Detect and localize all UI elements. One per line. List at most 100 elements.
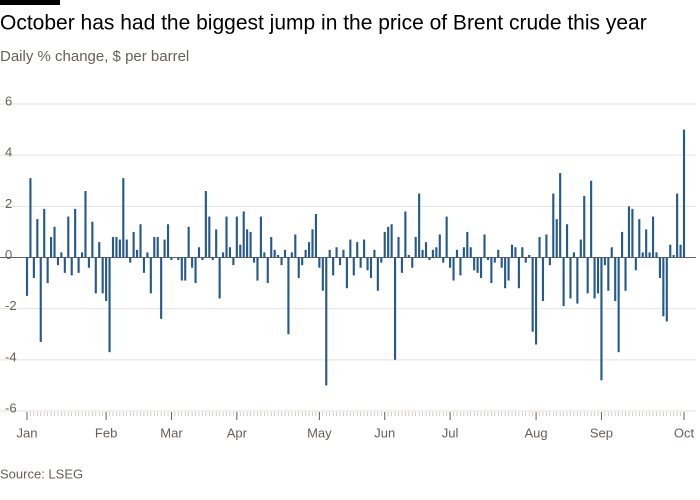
bar [596, 257, 600, 294]
bar [177, 257, 180, 261]
bar [669, 244, 672, 258]
bar [621, 231, 624, 258]
bar [142, 257, 146, 273]
bar [469, 247, 472, 258]
bar [682, 129, 686, 258]
bar [36, 219, 39, 258]
bar [194, 257, 197, 284]
bar [280, 257, 283, 266]
bar [242, 211, 245, 258]
bar [332, 257, 335, 276]
bar [476, 257, 479, 273]
bar [387, 226, 390, 258]
bar [455, 249, 459, 258]
bar [466, 231, 469, 258]
bar [404, 211, 407, 258]
bar [658, 257, 661, 278]
bar [473, 257, 476, 271]
bar [535, 257, 538, 345]
bar [345, 257, 348, 289]
bar [638, 219, 641, 258]
x-tick-label: Sep [590, 425, 613, 440]
bar [627, 206, 631, 258]
bar [153, 237, 156, 258]
bar [407, 254, 410, 258]
bar [559, 173, 562, 258]
bar [356, 242, 359, 258]
bar [552, 193, 555, 258]
bar [239, 244, 242, 258]
bar [342, 249, 345, 258]
bar [634, 257, 637, 271]
bar [246, 229, 249, 258]
bar [359, 257, 362, 268]
bar [352, 257, 355, 276]
bar [411, 257, 414, 268]
bar [421, 249, 424, 258]
bar [290, 252, 293, 258]
bar [662, 257, 665, 317]
bar [197, 247, 201, 258]
bar [435, 247, 438, 258]
bar [531, 257, 534, 332]
bar [431, 249, 434, 258]
bar [67, 216, 70, 258]
y-tick-label: -4 [5, 349, 17, 364]
bar [208, 216, 211, 258]
y-tick-label: 2 [5, 196, 12, 211]
bar [314, 214, 318, 258]
brand-bar [0, 0, 60, 5]
bar [655, 252, 658, 258]
bar [517, 257, 520, 289]
bar [397, 237, 400, 258]
bar [225, 216, 228, 258]
bar [273, 249, 276, 258]
bar [63, 257, 66, 273]
bar [108, 257, 111, 353]
bar [579, 239, 582, 258]
bar [249, 231, 252, 258]
bar [418, 193, 421, 258]
bar [222, 252, 225, 258]
bar [39, 257, 42, 342]
x-tick-label: Jan [17, 425, 38, 440]
bar [603, 257, 606, 266]
bar [60, 252, 63, 258]
bar [500, 257, 503, 268]
bar [122, 178, 125, 258]
bar [156, 237, 159, 258]
bar [218, 257, 221, 299]
chart-subtitle: Daily % change, $ per barrel [0, 48, 189, 65]
bar [29, 178, 32, 258]
bar [631, 208, 634, 258]
bar [679, 244, 682, 258]
bar [624, 257, 627, 291]
bar [452, 257, 455, 281]
y-tick-label: 4 [5, 145, 12, 160]
bar [524, 257, 527, 263]
bar [256, 257, 259, 281]
bar [187, 226, 190, 258]
bar [497, 249, 500, 258]
bar [676, 193, 679, 258]
bar [528, 254, 531, 258]
bar [514, 247, 517, 258]
bar [555, 219, 558, 258]
bar [204, 190, 207, 258]
bar [105, 257, 108, 301]
x-tick-label: Jul [442, 425, 459, 440]
bar [545, 234, 548, 258]
bar [277, 254, 280, 258]
bar [645, 229, 648, 258]
bar [304, 249, 307, 258]
bar [428, 257, 431, 261]
bar [53, 226, 56, 258]
bar [665, 257, 668, 322]
bar [610, 247, 613, 258]
bar [32, 257, 35, 278]
bar [283, 249, 287, 258]
bar [184, 257, 187, 281]
bar [393, 257, 397, 360]
bar [297, 257, 300, 278]
